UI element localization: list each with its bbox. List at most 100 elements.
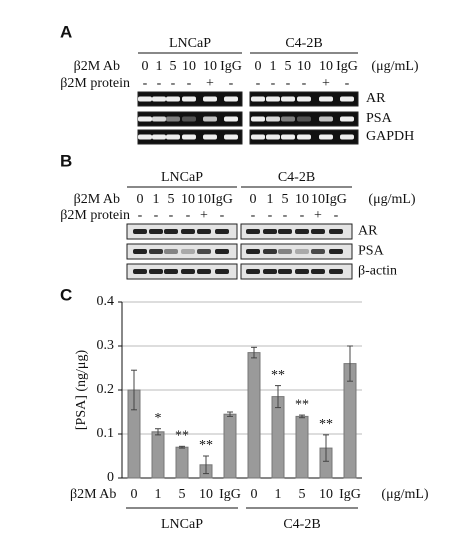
band — [203, 96, 217, 102]
gel — [126, 243, 238, 260]
x-tick-label: 0 — [251, 487, 258, 502]
protein-sign: - — [138, 208, 143, 223]
bar — [223, 413, 237, 479]
x-tick-label: 1 — [275, 487, 282, 502]
protein-sign: - — [186, 208, 191, 223]
band — [203, 116, 217, 122]
band — [164, 229, 178, 234]
bar — [271, 396, 285, 479]
dose: 1 — [156, 59, 163, 74]
bar — [295, 415, 309, 479]
band — [224, 116, 238, 122]
band — [295, 229, 309, 234]
dose: 10 — [182, 59, 196, 74]
significance: ** — [295, 397, 309, 412]
dose: IgG — [211, 192, 233, 207]
protein-sign: - — [283, 208, 288, 223]
band — [311, 249, 325, 254]
band — [215, 229, 229, 234]
band — [295, 269, 309, 274]
protein-sign: - — [169, 208, 174, 223]
protein-sign: - — [154, 208, 159, 223]
band — [152, 96, 166, 102]
protein-sign: - — [334, 208, 339, 223]
band — [297, 134, 311, 140]
x-tick-label: 5 — [179, 487, 186, 502]
protein-sign: + — [314, 208, 322, 223]
band — [251, 96, 265, 102]
significance: * — [155, 411, 162, 426]
panel-letter: B — [60, 151, 72, 170]
band — [311, 229, 325, 234]
x-tick-label: IgG — [339, 487, 361, 502]
band — [166, 116, 180, 122]
x-unit: (μg/mL) — [381, 487, 428, 502]
band — [263, 229, 277, 234]
band — [138, 134, 152, 140]
band — [166, 96, 180, 102]
x-tick-label: IgG — [219, 487, 241, 502]
dose: 10 — [181, 192, 195, 207]
band — [197, 229, 211, 234]
band — [181, 269, 195, 274]
band — [182, 134, 196, 140]
protein-label: β2M protein — [60, 208, 130, 223]
cell-line: LNCaP — [161, 170, 203, 185]
protein-sign: - — [268, 208, 273, 223]
band — [164, 249, 178, 254]
band — [181, 229, 195, 234]
protein-sign: - — [271, 76, 276, 91]
ab-label: β2M Ab — [74, 192, 120, 207]
band — [266, 116, 280, 122]
panel-letter: C — [60, 285, 72, 304]
band — [152, 134, 166, 140]
x-tick-label: 1 — [155, 487, 162, 502]
bar — [151, 431, 165, 479]
x-tick-label: 0 — [131, 487, 138, 502]
band — [297, 96, 311, 102]
dose: IgG — [220, 59, 242, 74]
band — [152, 116, 166, 122]
dose: IgG — [336, 59, 358, 74]
x-tick-label: 5 — [299, 487, 306, 502]
unit-label: (μg/mL) — [371, 59, 418, 74]
dose: 10 — [319, 59, 333, 74]
band — [281, 134, 295, 140]
protein-sign: - — [345, 76, 350, 91]
band — [246, 269, 260, 274]
band — [215, 249, 229, 254]
panel-letter: A — [60, 22, 72, 41]
band — [251, 116, 265, 122]
protein-sign: - — [187, 76, 192, 91]
band — [138, 96, 152, 102]
band — [340, 116, 354, 122]
protein-sign: - — [256, 76, 261, 91]
band — [340, 134, 354, 140]
significance: ** — [199, 438, 213, 453]
y-label: [PSA] (ng/μg) — [74, 350, 89, 431]
band — [311, 269, 325, 274]
ab-label: β2M Ab — [74, 59, 120, 74]
band — [295, 249, 309, 254]
bar — [175, 446, 189, 479]
band — [329, 229, 343, 234]
band — [278, 229, 292, 234]
protein-sign: - — [286, 76, 291, 91]
band — [297, 116, 311, 122]
band — [197, 249, 211, 254]
dose: 1 — [270, 59, 277, 74]
band — [266, 134, 280, 140]
band — [149, 249, 163, 254]
y-tick-label: 0.2 — [97, 382, 115, 397]
band — [251, 134, 265, 140]
band — [149, 269, 163, 274]
dose: 5 — [168, 192, 175, 207]
band — [246, 249, 260, 254]
protein-sign: - — [220, 208, 225, 223]
protein-sign: - — [300, 208, 305, 223]
gel — [240, 243, 353, 260]
band — [319, 116, 333, 122]
band — [149, 229, 163, 234]
dose: 0 — [250, 192, 257, 207]
